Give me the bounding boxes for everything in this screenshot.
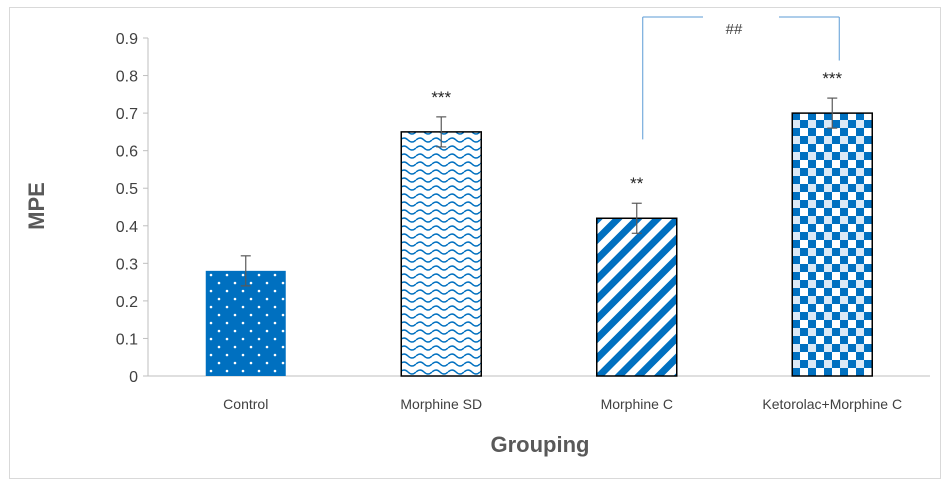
significance-label: **	[630, 174, 644, 193]
y-tick-label: 0.9	[116, 31, 138, 48]
category-label: Ketorolac+Morphine C	[762, 396, 902, 412]
y-tick-label: 0.5	[116, 181, 138, 198]
chart-frame	[9, 7, 941, 479]
y-tick-label: 0.3	[116, 256, 138, 273]
significance-label: ***	[431, 88, 451, 107]
category-label: Morphine SD	[400, 396, 482, 412]
bars-group: ********	[205, 69, 873, 377]
y-tick-label: 0.2	[116, 294, 138, 311]
category-label: Morphine C	[601, 396, 673, 412]
category-labels: Control Morphine SD Morphine C Ketorolac+Mo…	[223, 396, 902, 412]
y-tick-label: 0.7	[116, 106, 138, 123]
comparison-label: ##	[726, 21, 743, 38]
comparison-bracket: ##	[642, 16, 840, 140]
significance-label: ***	[822, 69, 842, 88]
y-tick-label: 0	[129, 369, 138, 386]
y-tick-label: 0.8	[116, 69, 138, 86]
bar	[205, 270, 286, 376]
y-tick-label: 0.6	[116, 144, 138, 161]
y-tick-label: 0.1	[116, 331, 138, 348]
y-axis-ticks: 0 0.1 0.2 0.3 0.4 0.5 0.6 0.7 0.8 0.9	[116, 31, 148, 386]
bar	[596, 217, 678, 377]
bar	[400, 131, 482, 377]
category-label: Control	[223, 396, 268, 412]
x-axis-title: Grouping	[491, 432, 590, 457]
y-tick-label: 0.4	[116, 219, 138, 236]
bar	[791, 112, 873, 377]
y-axis-title: MPE	[24, 182, 49, 230]
